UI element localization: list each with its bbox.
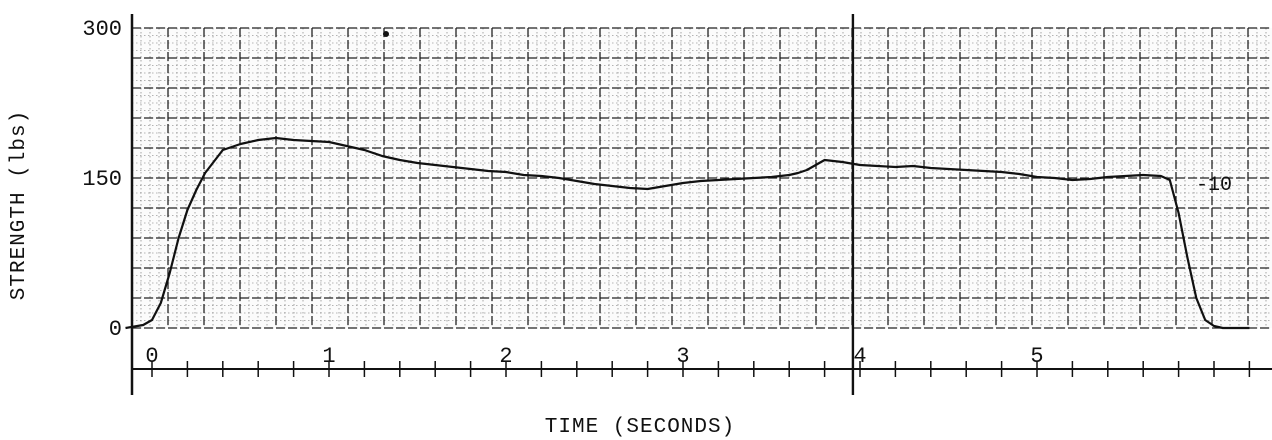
x-tick-label: 4 xyxy=(853,344,866,369)
pen-mark xyxy=(383,31,389,37)
major-grid xyxy=(131,14,1272,395)
series-line-strength xyxy=(125,136,1250,330)
curve-annotation: -10 xyxy=(1196,174,1232,197)
y-tick-label: 150 xyxy=(82,167,122,192)
x-axis-ticks xyxy=(151,361,1251,377)
x-axis-title: TIME (SECONDS) xyxy=(545,416,735,439)
y-tick-labels: 0 150 300 xyxy=(82,17,122,342)
x-tick-label: 0 xyxy=(145,344,158,369)
x-tick-label: 1 xyxy=(322,344,335,369)
y-axis-title: STRENGTH (lbs) xyxy=(8,110,31,300)
x-tick-labels: 0 1 2 3 4 5 xyxy=(145,344,1043,369)
y-tick-label: 0 xyxy=(109,317,122,342)
x-tick-label: 2 xyxy=(499,344,512,369)
x-tick-label: 5 xyxy=(1030,344,1043,369)
x-tick-label: 3 xyxy=(676,344,689,369)
y-tick-label: 300 xyxy=(82,17,122,42)
